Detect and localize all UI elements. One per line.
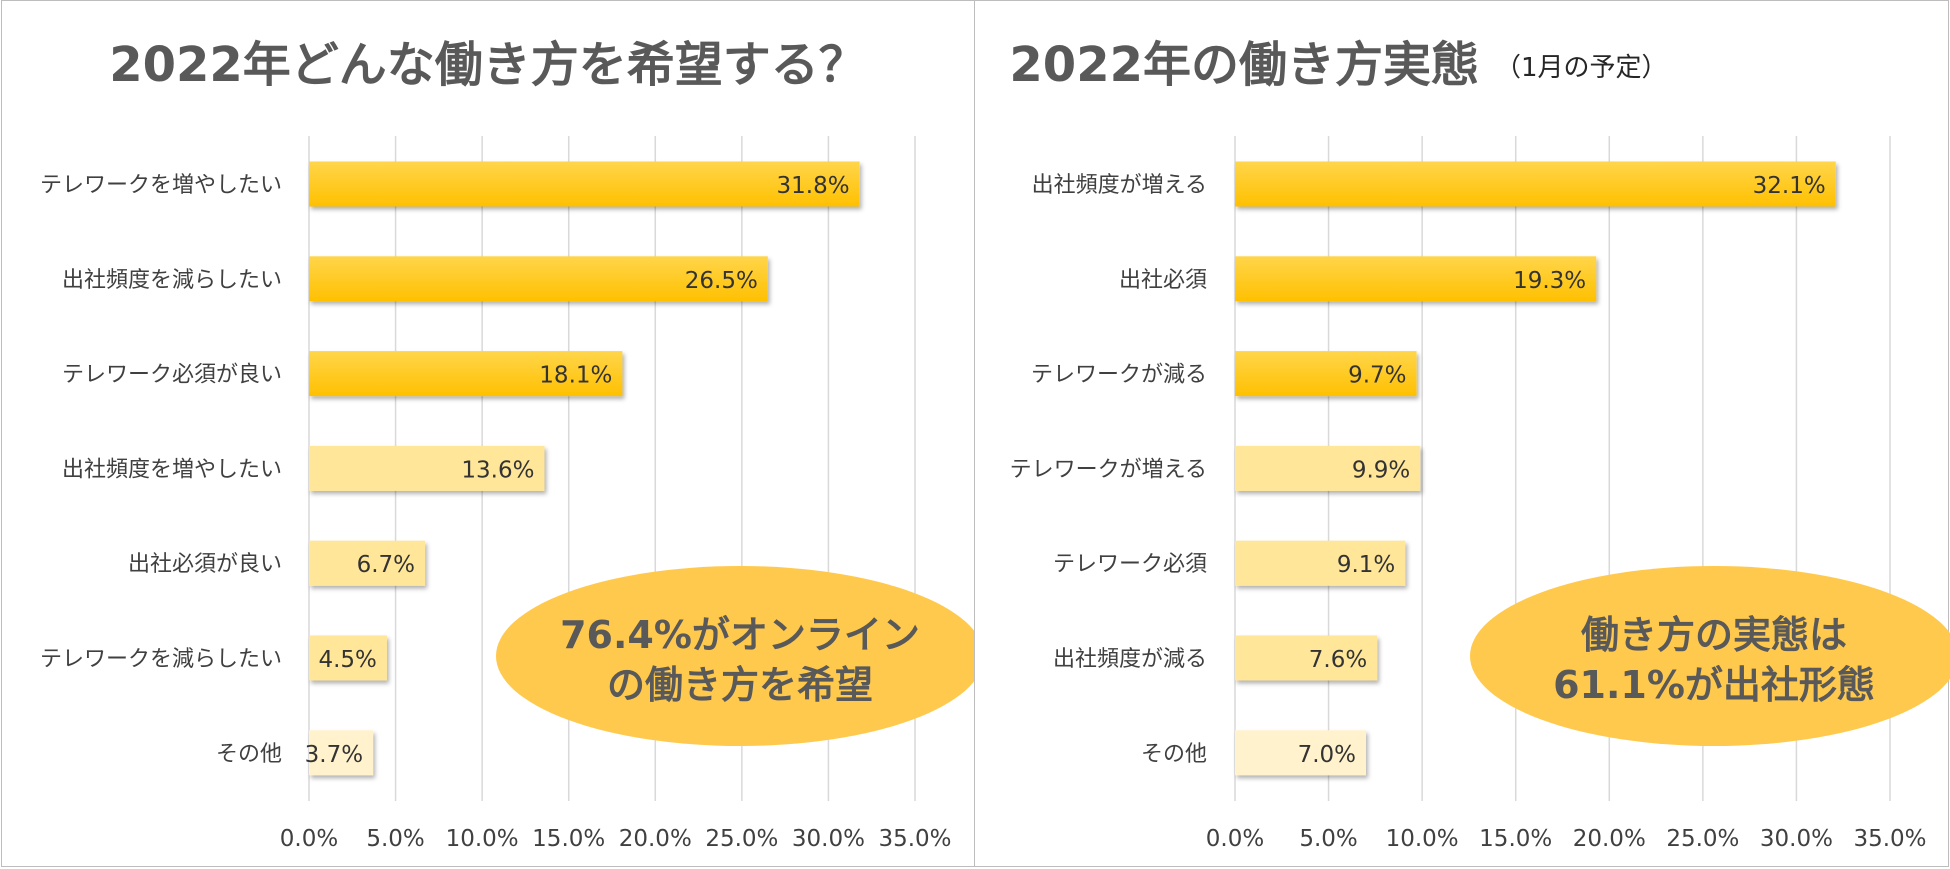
bar	[309, 351, 623, 397]
x-tick-label: 15.0%	[532, 826, 605, 852]
data-label: 9.9%	[1352, 457, 1410, 483]
data-label: 7.6%	[1309, 647, 1367, 673]
x-tick-label: 30.0%	[792, 826, 865, 852]
data-label: 6.7%	[357, 552, 415, 578]
category-label: その他	[216, 742, 282, 767]
callout-text: 61.1%が出社形態	[1553, 663, 1875, 707]
bar	[1235, 730, 1366, 776]
bar	[1235, 351, 1417, 397]
data-label: 3.7%	[305, 742, 363, 768]
category-label: テレワークが減る	[1031, 363, 1207, 388]
category-label: 出社頻度が増える	[1032, 173, 1207, 198]
callout-ellipse	[1470, 566, 1950, 746]
x-tick-label: 35.0%	[878, 826, 951, 852]
x-tick-label: 0.0%	[280, 826, 338, 852]
x-tick-label: 25.0%	[1666, 826, 1739, 852]
x-tick-label: 5.0%	[1299, 826, 1357, 852]
chart-title: 2022年の働き方実態	[1009, 37, 1479, 93]
x-tick-label: 20.0%	[1573, 826, 1646, 852]
callout-text: の働き方を希望	[607, 663, 873, 707]
bar	[309, 540, 426, 586]
bar	[309, 161, 860, 207]
category-label: 出社必須が良い	[128, 552, 282, 577]
chart-title: 2022年どんな働き方を希望する？	[109, 37, 867, 93]
x-tick-label: 20.0%	[619, 826, 692, 852]
bar	[309, 445, 545, 491]
chart-panel-actual-work-style: 2022年の働き方実態 （1月の予定） 0.0% 5.0% 10.0% 15.0% 20.0…	[974, 0, 1950, 867]
bar	[1235, 256, 1597, 302]
category-label: 出社頻度を減らしたい	[62, 268, 282, 293]
category-label: 出社頻度を増やしたい	[62, 457, 282, 482]
bar	[1235, 445, 1421, 491]
category-label: 出社頻度が減る	[1053, 647, 1207, 672]
data-label: 18.1%	[539, 363, 612, 389]
callout-ellipse	[496, 566, 976, 746]
x-tick-label: 30.0%	[1760, 826, 1833, 852]
chart-panel-desired-work-style: 2022年どんな働き方を希望する？ 0.0% 5.0% 10.0% 15.0% 20.0%…	[1, 0, 976, 867]
data-label: 31.8%	[777, 173, 850, 199]
bar	[309, 256, 768, 302]
category-label: テレワークを増やしたい	[40, 173, 282, 198]
data-label: 26.5%	[685, 268, 758, 294]
bar	[309, 635, 387, 681]
bar-chart-desired: 2022年どんな働き方を希望する？ 0.0% 5.0% 10.0% 15.0% 20.0%…	[40, 37, 976, 852]
x-tick-label: 10.0%	[1386, 826, 1459, 852]
x-tick-label: 25.0%	[705, 826, 778, 852]
category-label: テレワーク必須が良い	[62, 363, 282, 388]
x-tick-label: 5.0%	[366, 826, 424, 852]
category-label: テレワークを減らしたい	[40, 647, 282, 672]
category-label: その他	[1141, 742, 1207, 767]
bar-chart-actual: 2022年の働き方実態 （1月の予定） 0.0% 5.0% 10.0% 15.0% 20.0…	[1009, 37, 1950, 852]
x-tick-label: 10.0%	[446, 826, 519, 852]
x-tick-label: 35.0%	[1853, 826, 1926, 852]
data-label: 4.5%	[318, 647, 376, 673]
x-tick-label: 15.0%	[1479, 826, 1552, 852]
data-label: 9.1%	[1337, 552, 1395, 578]
callout-text: 76.4%がオンライン	[560, 613, 920, 657]
data-label: 9.7%	[1348, 363, 1406, 389]
data-label: 13.6%	[461, 457, 534, 483]
category-label: 出社必須	[1119, 268, 1207, 293]
bar	[1235, 540, 1406, 586]
callout-text: 働き方の実態は	[1581, 613, 1847, 657]
data-label: 32.1%	[1753, 173, 1826, 199]
chart-subtitle: （1月の予定）	[1495, 53, 1668, 83]
bar	[309, 730, 374, 776]
bar	[1235, 161, 1836, 207]
data-label: 7.0%	[1298, 742, 1356, 768]
data-label: 19.3%	[1513, 268, 1586, 294]
category-label: テレワーク必須	[1053, 552, 1207, 577]
bar	[1235, 635, 1378, 681]
x-tick-label: 0.0%	[1206, 826, 1264, 852]
category-label: テレワークが増える	[1010, 457, 1207, 482]
